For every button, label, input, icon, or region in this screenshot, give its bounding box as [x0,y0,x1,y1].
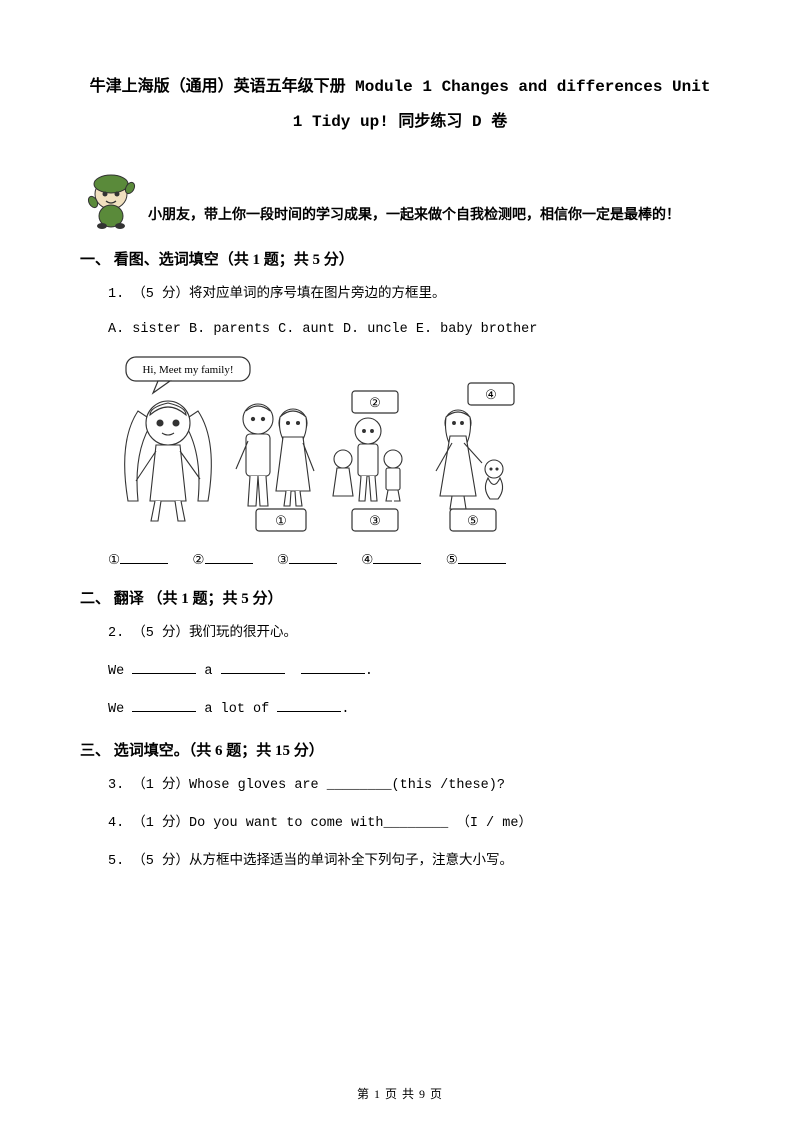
q2-line2: We a lot of . [108,698,720,722]
q1-label: 1. （5 分）将对应单词的序号填在图片旁边的方框里。 [108,283,720,307]
blank2-label: ② [192,554,204,569]
blank-input[interactable] [205,550,253,564]
q4: 4. （1 分）Do you want to come with________… [108,812,720,836]
box1-num: ① [275,513,287,528]
speech-text: Hi, Meet my family! [142,364,233,376]
mascot-icon [80,168,142,230]
doc-title-line2: 1 Tidy up! 同步练习 D 卷 [80,105,720,140]
uncle-kids-icon [333,418,402,501]
page-footer: 第 1 页 共 9 页 [0,1085,800,1102]
blank-input[interactable] [289,550,337,564]
section1-heading: 一、 看图、选词填空（共 1 题；共 5 分） [80,248,720,269]
blank-input[interactable] [221,660,285,674]
blank-input[interactable] [132,660,196,674]
blank-input[interactable] [373,550,421,564]
blank-input[interactable] [132,698,196,712]
aunt-baby-icon [436,410,503,509]
section3-heading: 三、 选词填空。（共 6 题；共 15 分） [80,739,720,760]
text: We [108,664,132,679]
text: . [365,664,373,679]
q3: 3. （1 分）Whose gloves are ________(this /… [108,774,720,798]
blank4-label: ④ [361,554,373,569]
blank1-label: ① [108,554,120,569]
box2-num: ② [369,395,381,410]
blank-input[interactable] [277,698,341,712]
blank-input[interactable] [458,550,506,564]
doc-title-line1: 牛津上海版（通用）英语五年级下册 Module 1 Changes and di… [80,70,720,105]
section2-heading: 二、 翻译 （共 1 题；共 5 分） [80,587,720,608]
q2-label: 2. （5 分）我们玩的很开心。 [108,622,720,646]
blank-input[interactable] [301,660,365,674]
encourage-text: 小朋友，带上你一段时间的学习成果，一起来做个自我检测吧，相信你一定是最棒的！ [148,204,680,230]
blank5-label: ⑤ [446,554,458,569]
parents-icon [236,404,314,506]
girl-icon [125,401,212,521]
blank-input[interactable] [120,550,168,564]
mascot-row: 小朋友，带上你一段时间的学习成果，一起来做个自我检测吧，相信你一定是最棒的！ [80,168,720,230]
text: . [341,702,349,717]
box4-num: ④ [485,387,497,402]
q1-options: A. sister B. parents C. aunt D. uncle E.… [108,322,720,337]
q2-line1: We a . [108,660,720,684]
family-image: Hi, Meet my family! ① [108,351,720,536]
q1-answer-blanks: ① ② ③ ④ ⑤ [108,550,720,569]
text: a [196,664,220,679]
box3-num: ③ [369,513,381,528]
box5-num: ⑤ [467,513,479,528]
q5: 5. （5 分）从方框中选择适当的单词补全下列句子，注意大小写。 [108,850,720,874]
text: We [108,702,132,717]
text: a lot of [196,702,277,717]
blank3-label: ③ [277,554,289,569]
